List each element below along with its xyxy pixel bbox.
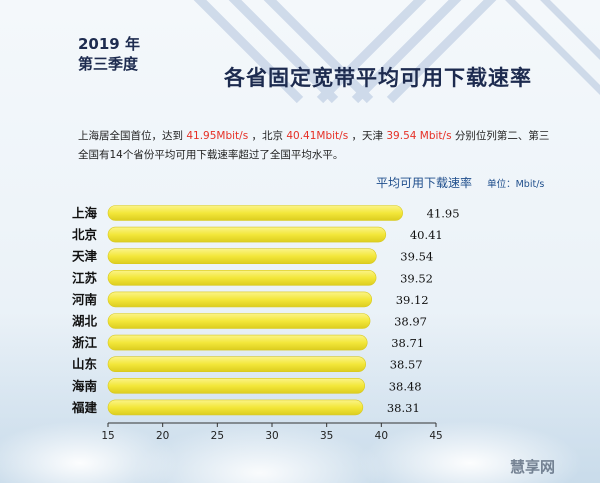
value-label: 38.97 bbox=[394, 315, 427, 329]
category-label: 福建 bbox=[71, 400, 98, 415]
value-label: 38.57 bbox=[390, 358, 423, 372]
desc-text: ，北京 bbox=[248, 130, 287, 142]
value-label: 39.12 bbox=[396, 293, 429, 307]
description-line-1: 上海居全国首位，达到 41.95Mbit/s ，北京 40.41Mbit/s ，… bbox=[78, 127, 598, 146]
year-text: 2019 年 bbox=[78, 35, 140, 53]
desc-highlight-shanghai: 41.95Mbit/s bbox=[186, 130, 249, 142]
period-label: 2019 年 第三季度 bbox=[78, 34, 140, 74]
category-label: 河南 bbox=[72, 292, 98, 307]
x-tick-label: 40 bbox=[375, 430, 388, 442]
x-tick-label: 15 bbox=[101, 430, 114, 442]
description-line-2: 全国有14个省份平均可用下载速率超过了全国平均水平。 bbox=[78, 149, 344, 161]
bar-5 bbox=[107, 313, 371, 329]
chart-legend: 平均可用下载速率 单位：Mbit/s bbox=[376, 172, 544, 191]
value-label: 38.31 bbox=[387, 401, 420, 415]
value-label: 40.41 bbox=[410, 228, 443, 242]
category-label: 北京 bbox=[72, 227, 98, 242]
chart-title: 各省固定宽带平均可用下载速率 bbox=[224, 66, 532, 90]
x-tick-label: 20 bbox=[156, 430, 169, 442]
value-label: 38.71 bbox=[391, 336, 424, 350]
desc-highlight-beijing: 40.41Mbit/s bbox=[286, 130, 349, 142]
legend-label: 平均可用下载速率 bbox=[376, 176, 473, 190]
description: 上海居全国首位，达到 41.95Mbit/s ，北京 40.41Mbit/s ，… bbox=[78, 127, 598, 165]
x-tick-label: 45 bbox=[429, 430, 442, 442]
x-tick-label: 30 bbox=[265, 430, 278, 442]
value-label: 38.48 bbox=[389, 379, 422, 393]
bar-8 bbox=[107, 377, 366, 394]
desc-text: 上海居全国首位，达到 bbox=[78, 130, 187, 142]
category-label: 上海 bbox=[72, 206, 98, 221]
x-tick-label: 25 bbox=[211, 430, 224, 442]
category-label: 海南 bbox=[72, 378, 98, 393]
bar-9 bbox=[107, 399, 364, 416]
desc-text: ，天津 bbox=[348, 130, 387, 142]
bar-7 bbox=[107, 356, 366, 373]
watermark: 慧享网 bbox=[510, 458, 556, 476]
category-label: 天津 bbox=[72, 249, 98, 264]
bar-2 bbox=[107, 248, 377, 264]
value-label: 39.52 bbox=[400, 271, 433, 285]
bar-1 bbox=[107, 226, 387, 243]
quarter-text: 第三季度 bbox=[78, 55, 139, 73]
bar-0 bbox=[107, 205, 403, 221]
category-label: 浙江 bbox=[72, 335, 98, 350]
value-label: 41.95 bbox=[427, 207, 460, 221]
x-tick-label: 35 bbox=[320, 430, 333, 442]
bar-3 bbox=[107, 269, 377, 286]
desc-text: 分别位列第二、第三 bbox=[451, 130, 550, 142]
decorative-stripes bbox=[193, 0, 600, 104]
bar-4 bbox=[107, 291, 373, 308]
value-label: 39.54 bbox=[400, 250, 433, 264]
legend-unit: 单位：Mbit/s bbox=[487, 179, 545, 190]
desc-highlight-tianjin: 39.54 Mbit/s bbox=[386, 130, 452, 142]
category-label: 江苏 bbox=[72, 270, 98, 285]
category-label: 湖北 bbox=[72, 314, 98, 329]
bar-6 bbox=[107, 334, 368, 351]
category-label: 山东 bbox=[72, 357, 98, 372]
